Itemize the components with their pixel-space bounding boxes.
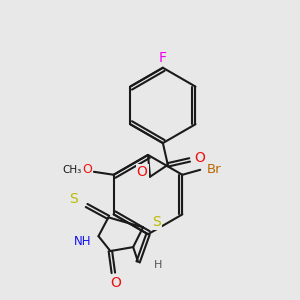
Text: O: O — [110, 276, 121, 290]
Text: Br: Br — [207, 163, 221, 176]
Text: NH: NH — [74, 235, 92, 248]
Text: F: F — [159, 51, 167, 65]
Text: CH₃: CH₃ — [62, 165, 82, 175]
Text: S: S — [69, 191, 78, 206]
Text: O: O — [82, 163, 92, 176]
Text: O: O — [194, 151, 205, 165]
Text: H: H — [154, 260, 162, 270]
Text: S: S — [153, 215, 161, 229]
Text: O: O — [136, 165, 148, 179]
